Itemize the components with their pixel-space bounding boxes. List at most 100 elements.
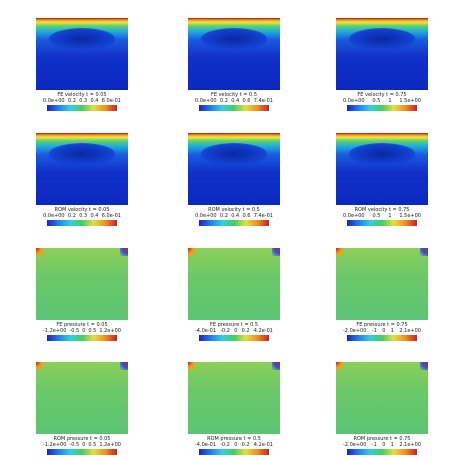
colorbar bbox=[47, 449, 117, 455]
colorbar-tick-label: 0.2 bbox=[241, 328, 250, 334]
vortex bbox=[48, 28, 116, 50]
colorbar-tick-label: -0.5 bbox=[69, 328, 80, 334]
field-image bbox=[188, 18, 280, 90]
colorbar bbox=[347, 105, 417, 111]
colorbar-tick-label: 0 bbox=[82, 442, 86, 448]
colorbar-tick-label: 4.2e-01 bbox=[253, 328, 273, 334]
corner bbox=[336, 362, 344, 370]
colorbar-tick-label: 0.0e+00 bbox=[43, 213, 65, 219]
corner bbox=[420, 248, 428, 256]
colorbar-tick-label: -0.2 bbox=[220, 442, 230, 448]
panel-label: FE velocity t = 0.5 bbox=[210, 92, 258, 98]
colorbar-tick-label: -4.0e-01 bbox=[195, 442, 216, 448]
colorbar-tick-label: 0.2 bbox=[219, 98, 228, 104]
colorbar-tick-label: 0 bbox=[382, 328, 386, 334]
panel-label: FE pressure t = 0.75 bbox=[356, 322, 408, 328]
colorbar-ticks: -4.0e-01 -0.2 0 0.2 4.2e-01 bbox=[195, 328, 273, 334]
colorbar-tick-label: -0.2 bbox=[220, 328, 230, 334]
colorbar-tick-label: -1 bbox=[371, 328, 377, 334]
colorbar-tick-label: 0 bbox=[234, 442, 238, 448]
panel-label: ROM pressure t = 0.75 bbox=[353, 436, 411, 442]
field-image bbox=[36, 248, 128, 320]
colorbar-ticks: 0.0e+00 0.2 0.4 0.6 7.4e-01 bbox=[195, 98, 273, 104]
panel-label: ROM pressure t = 0.05 bbox=[53, 436, 111, 442]
colorbar-tick-label: 1.2e+00 bbox=[99, 328, 121, 334]
corner bbox=[272, 248, 280, 256]
colorbar-tick-label: 0.4 bbox=[231, 213, 240, 219]
colorbar bbox=[199, 105, 269, 111]
colorbar bbox=[347, 220, 417, 226]
field-image bbox=[336, 133, 428, 205]
colorbar bbox=[199, 335, 269, 341]
corner bbox=[36, 248, 44, 256]
colorbar-tick-label: 1 bbox=[388, 98, 392, 104]
colorbar bbox=[199, 220, 269, 226]
colorbar-tick-label: 0.5 bbox=[88, 328, 97, 334]
colorbar-tick-label: 0.0e+00 bbox=[195, 213, 217, 219]
colorbar bbox=[47, 335, 117, 341]
corner bbox=[336, 248, 344, 256]
colorbar-tick-label: 0.2 bbox=[241, 442, 250, 448]
colorbar-ticks: 0.0e+00 0.2 0.3 0.4 6.0e-01 bbox=[43, 213, 121, 219]
colorbar-tick-label: 1 bbox=[388, 213, 392, 219]
colorbar-ticks: -4.0e-01 -0.2 0 0.2 4.2e-01 bbox=[195, 442, 273, 448]
panel-label: ROM velocity t = 0.75 bbox=[354, 207, 410, 213]
panel-label: ROM velocity t = 0.05 bbox=[54, 207, 110, 213]
colorbar-ticks: -2.0e+00 -1 0 1 2.1e+00 bbox=[343, 328, 421, 334]
corner bbox=[36, 362, 44, 370]
colorbar-tick-label: 0 bbox=[82, 328, 86, 334]
colorbar-tick-label: 0.3 bbox=[79, 98, 88, 104]
colorbar-tick-label: 2.1e+00 bbox=[399, 328, 421, 334]
colorbar-tick-label: -1 bbox=[371, 442, 377, 448]
panel-label: FE pressure t = 0.5 bbox=[209, 322, 259, 328]
corner bbox=[188, 248, 196, 256]
colorbar bbox=[47, 105, 117, 111]
colorbar-tick-label: 0.6 bbox=[242, 98, 251, 104]
field-image bbox=[336, 362, 428, 434]
colorbar-tick-label: 0.0e+00 bbox=[343, 213, 365, 219]
panel-label: ROM velocity t = 0.5 bbox=[208, 207, 260, 213]
colorbar-ticks: -1.2e+00 -0.5 0 0.5 1.2e+00 bbox=[43, 328, 121, 334]
vortex bbox=[200, 28, 268, 50]
colorbar-tick-label: -2.0e+00 bbox=[343, 328, 367, 334]
colorbar-tick-label: -2.0e+00 bbox=[343, 442, 367, 448]
colorbar-tick-label: 0 bbox=[234, 328, 238, 334]
colorbar-tick-label: 0.2 bbox=[67, 98, 76, 104]
colorbar-tick-label: 1.2e+00 bbox=[99, 442, 121, 448]
corner bbox=[272, 362, 280, 370]
colorbar-tick-label: 0.0e+00 bbox=[43, 98, 65, 104]
colorbar bbox=[347, 449, 417, 455]
colorbar-tick-label: 4.2e-01 bbox=[253, 442, 273, 448]
colorbar-tick-label: 0.0e+00 bbox=[343, 98, 365, 104]
panel-label: ROM pressure t = 0.5 bbox=[207, 436, 261, 442]
panel-label: FE velocity t = 0.75 bbox=[357, 92, 407, 98]
colorbar-tick-label: 0.5 bbox=[372, 98, 381, 104]
panel-label: FE velocity t = 0.05 bbox=[57, 92, 107, 98]
colorbar-tick-label: 6.0e-01 bbox=[101, 213, 121, 219]
field-image bbox=[36, 133, 128, 205]
colorbar bbox=[347, 335, 417, 341]
colorbar-tick-label: -1.2e+00 bbox=[43, 442, 67, 448]
vortex bbox=[48, 143, 116, 165]
field-image bbox=[336, 18, 428, 90]
colorbar-ticks: 0.0e+00 0.2 0.3 0.4 6.0e-01 bbox=[43, 98, 121, 104]
field-image bbox=[36, 18, 128, 90]
colorbar bbox=[199, 449, 269, 455]
corner bbox=[120, 362, 128, 370]
colorbar-tick-label: 1.5e+00 bbox=[399, 98, 421, 104]
colorbar-tick-label: 0.4 bbox=[231, 98, 240, 104]
colorbar-tick-label: -0.5 bbox=[69, 442, 80, 448]
colorbar-tick-label: 6.0e-01 bbox=[101, 98, 121, 104]
colorbar-ticks: 0.0e+00 0.5 1 1.5e+00 bbox=[343, 98, 421, 104]
colorbar-ticks: 0.0e+00 0.2 0.4 0.6 7.4e-01 bbox=[195, 213, 273, 219]
colorbar-ticks: -1.2e+00 -0.5 0 0.5 1.2e+00 bbox=[43, 442, 121, 448]
colorbar-tick-label: 0.3 bbox=[79, 213, 88, 219]
colorbar-tick-label: 1 bbox=[390, 328, 394, 334]
colorbar-tick-label: 0 bbox=[382, 442, 386, 448]
colorbar-tick-label: 0.5 bbox=[88, 442, 97, 448]
colorbar-ticks: 0.0e+00 0.5 1 1.5e+00 bbox=[343, 213, 421, 219]
field-image bbox=[36, 362, 128, 434]
colorbar-tick-label: 1 bbox=[390, 442, 394, 448]
field-image bbox=[188, 248, 280, 320]
